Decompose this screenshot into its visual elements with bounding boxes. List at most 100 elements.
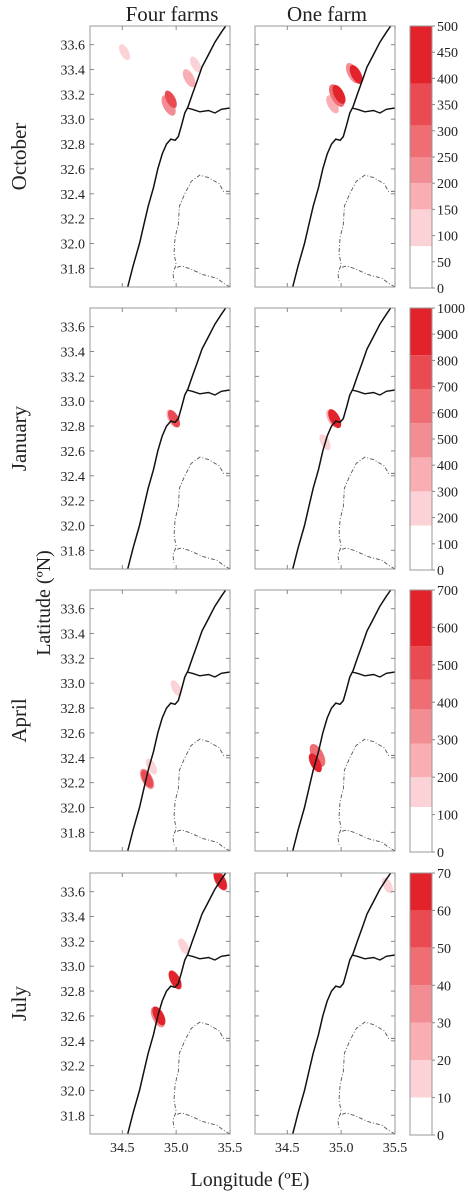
coastline — [291, 590, 392, 851]
panel-frame — [89, 307, 231, 570]
y-tick-label: 33.2 — [61, 652, 86, 667]
boundary-dashed — [338, 547, 395, 569]
panel-row-january: January31.832.032.232.432.632.833.033.23… — [7, 302, 465, 579]
colorbar-segment — [410, 679, 432, 710]
colorbar-segment — [410, 355, 432, 390]
concentration-blob — [167, 409, 181, 428]
colorbar-tick-label: 100 — [437, 538, 458, 553]
map-area — [118, 26, 230, 287]
colorbar-tick-label: 500 — [437, 433, 458, 448]
y-tick-label: 32.4 — [61, 470, 86, 485]
colorbar-segment — [410, 873, 432, 911]
panel-frame — [254, 872, 396, 1135]
y-tick-label: 33.6 — [61, 39, 86, 54]
y-tick-label: 32.0 — [61, 802, 86, 817]
y-tick-label: 33.4 — [61, 346, 86, 361]
colorbar-tick-label: 200 — [437, 512, 458, 527]
map-area — [291, 26, 395, 287]
colorbar-tick-label: 60 — [437, 904, 451, 919]
coastline — [291, 26, 392, 287]
y-tick-label: 32.8 — [61, 138, 86, 153]
concentration-blob — [170, 680, 182, 697]
border-line — [186, 107, 230, 114]
panel-frame — [89, 589, 231, 852]
concentration-blob — [326, 95, 339, 114]
map-panel-january-four-farms: 31.8 32.0 32.2 32.4 32.6 32.8 33.0 33.2 33.4 33.6 — [61, 307, 231, 570]
y-tick-label: 33.0 — [61, 113, 86, 128]
row-title-july: July — [7, 986, 31, 1022]
border-line — [351, 954, 395, 961]
x-axis-label: Longitude (ºE) — [191, 1169, 310, 1191]
map-area — [291, 308, 395, 569]
colorbar-tick-label: 200 — [437, 771, 458, 786]
y-tick-label: 32.4 — [61, 188, 86, 203]
colorbar-october: 0 50 100 150 200 250 300 350 400 450 500 — [409, 20, 458, 297]
colorbar-tick-label: 100 — [437, 809, 458, 824]
boundary-dashed — [173, 547, 230, 569]
y-tick-label: 33.6 — [61, 603, 86, 618]
concentration-blob — [161, 95, 176, 116]
colorbar-tick-label: 50 — [437, 256, 451, 271]
colorbar-tick-label: 700 — [437, 381, 458, 396]
colorbar-july: 0 10 20 30 40 50 60 70 — [409, 867, 451, 1144]
y-tick-label: 33.2 — [61, 935, 86, 950]
y-tick-label: 32.2 — [61, 1060, 86, 1075]
boundary-dashed — [337, 738, 395, 845]
x-tick-label: 34.5 — [275, 1141, 300, 1156]
colorbar-segment — [410, 1060, 432, 1098]
colorbar-tick-label: 400 — [437, 696, 458, 711]
map-panel-april-four-farms: 31.8 32.0 32.2 32.4 32.6 32.8 33.0 33.2 33.4 33.6 — [61, 589, 231, 852]
y-tick-label: 32.8 — [61, 420, 86, 435]
coastline — [126, 873, 227, 1134]
colorbar-segment — [410, 457, 432, 492]
colorbar-segment — [410, 125, 432, 157]
colorbar-tick-label: 20 — [437, 1054, 451, 1069]
panel-frame — [254, 25, 396, 288]
y-tick-label: 33.4 — [61, 628, 86, 643]
colorbar-tick-label: 0 — [437, 564, 444, 579]
y-tick-label: 32.4 — [61, 1035, 86, 1050]
y-tick-label: 33.2 — [61, 370, 86, 385]
colorbar-segment — [410, 709, 432, 744]
coastline — [126, 590, 227, 851]
colorbar-tick-label: 500 — [437, 20, 458, 35]
panel-row-october: October31.832.032.232.432.632.833.033.23… — [7, 20, 458, 297]
y-tick-label: 32.6 — [61, 163, 86, 178]
boundary-dashed — [172, 738, 230, 845]
colorbar-segment — [410, 985, 432, 1023]
colorbar-tick-label: 400 — [437, 72, 458, 87]
row-title-april: April — [7, 698, 31, 742]
colorbar-segment — [410, 183, 432, 210]
colorbar-segment — [410, 777, 432, 807]
map-panel-july-one-farm: 34.5 35.0 35.5 — [254, 872, 407, 1156]
colorbar-tick-label: 800 — [437, 354, 458, 369]
colorbar-tick-label: 500 — [437, 659, 458, 674]
boundary-dashed — [338, 265, 395, 287]
y-tick-label: 32.8 — [61, 985, 86, 1000]
border-line — [351, 671, 395, 678]
map-area — [126, 873, 230, 1134]
map-area — [126, 308, 230, 569]
colorbar-tick-label: 350 — [437, 99, 458, 114]
concentration-blob — [118, 44, 131, 61]
colorbar-tick-label: 300 — [437, 485, 458, 500]
concentration-blob — [178, 938, 190, 955]
colorbar-tick-label: 50 — [437, 942, 451, 957]
y-tick-label: 32.2 — [61, 495, 86, 510]
boundary-dashed — [337, 1021, 395, 1128]
colorbar-tick-label: 70 — [437, 867, 451, 882]
colorbar-segment — [410, 1022, 432, 1061]
row-title-january: January — [7, 405, 31, 471]
border-line — [351, 389, 395, 396]
y-tick-label: 33.0 — [61, 677, 86, 692]
colorbar-tick-label: 10 — [437, 1092, 451, 1107]
border-line — [186, 954, 230, 961]
colorbar-tick-label: 700 — [437, 584, 458, 599]
y-tick-label: 32.8 — [61, 702, 86, 717]
colorbar-segment — [410, 308, 432, 356]
panel-rows: October31.832.032.232.432.632.833.033.23… — [7, 20, 465, 1156]
colorbar-segment — [410, 246, 432, 288]
border-line — [186, 389, 230, 396]
colorbar-segment — [410, 525, 432, 570]
y-tick-label: 33.4 — [61, 64, 86, 79]
